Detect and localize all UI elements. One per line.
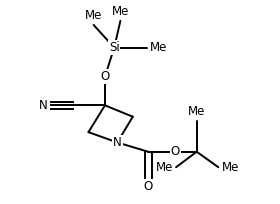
Text: N: N — [113, 136, 122, 149]
Text: O: O — [171, 145, 180, 158]
Text: Me: Me — [156, 161, 173, 174]
Text: Me: Me — [150, 41, 168, 54]
Text: Me: Me — [188, 105, 206, 118]
Text: Me: Me — [112, 5, 129, 18]
Text: O: O — [144, 180, 153, 193]
Text: Me: Me — [221, 161, 239, 174]
Text: Si: Si — [109, 41, 120, 54]
Text: Me: Me — [85, 9, 102, 22]
Text: O: O — [100, 70, 109, 83]
Text: N: N — [38, 99, 47, 112]
